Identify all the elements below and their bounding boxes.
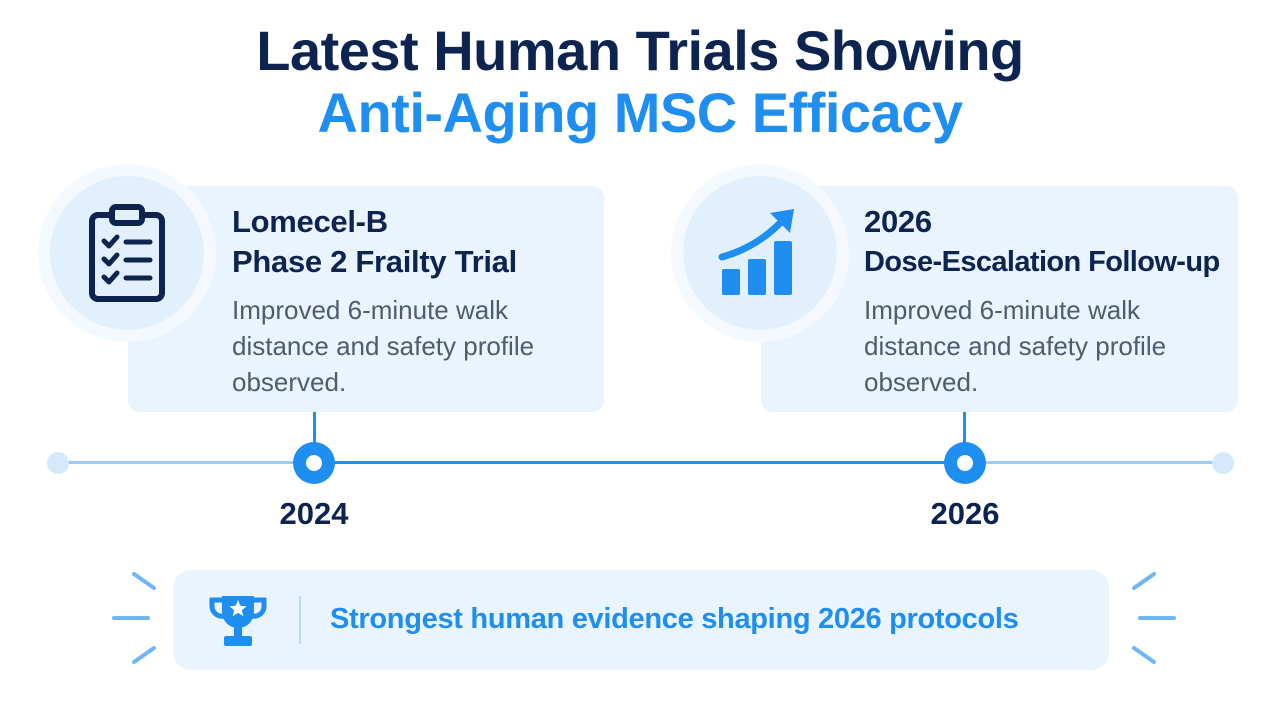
trophy-icon	[209, 596, 267, 646]
timeline-year-2024: 2024	[279, 496, 349, 531]
summary-banner	[173, 570, 1109, 670]
banner-text: Strongest human evidence shaping 2026 pr…	[330, 603, 1019, 635]
title-line-1: Latest Human Trials Showing	[256, 19, 1024, 82]
timeline-track-right	[964, 461, 1222, 464]
milestone-card-2024	[128, 186, 604, 412]
timeline-connector-2026	[963, 412, 966, 448]
milestone-card-2026	[761, 186, 1238, 412]
bar-chart-growth-icon	[718, 209, 794, 295]
timeline-end-dot	[1212, 452, 1234, 474]
milestone-title-2024: Lomecel-B Phase 2 Frailty Trial	[232, 202, 517, 282]
timeline-node-2024	[293, 442, 335, 484]
timeline-track-left	[58, 461, 314, 464]
timeline-connector-2024	[313, 412, 316, 448]
timeline-node-2026	[944, 442, 986, 484]
burst-lines-right-icon	[1132, 572, 1176, 664]
milestone-icon-badge-2026	[683, 176, 837, 330]
burst-lines-left-icon	[112, 572, 156, 664]
timeline-year-2026: 2026	[930, 496, 1000, 531]
banner-divider	[299, 596, 301, 644]
timeline-track-main	[314, 461, 964, 464]
milestone-title-2026: 2026 Dose-Escalation Follow-up	[864, 202, 1220, 282]
milestone-title-line2: Dose-Escalation Follow-up	[864, 246, 1220, 278]
milestone-title-line2: Phase 2 Frailty Trial	[232, 244, 517, 279]
clipboard-checklist-icon	[89, 204, 165, 302]
milestone-description-2024: Improved 6-minute walk distance and safe…	[232, 295, 535, 397]
milestone-title-line1: Lomecel-B	[232, 204, 388, 239]
milestone-icon-badge-2024	[50, 176, 204, 330]
title-line-2: Anti-Aging MSC Efficacy	[317, 81, 963, 144]
milestone-description-2026: Improved 6-minute walk distance and safe…	[864, 295, 1167, 397]
timeline-start-dot	[47, 452, 69, 474]
milestone-title-line1: 2026	[864, 204, 932, 239]
